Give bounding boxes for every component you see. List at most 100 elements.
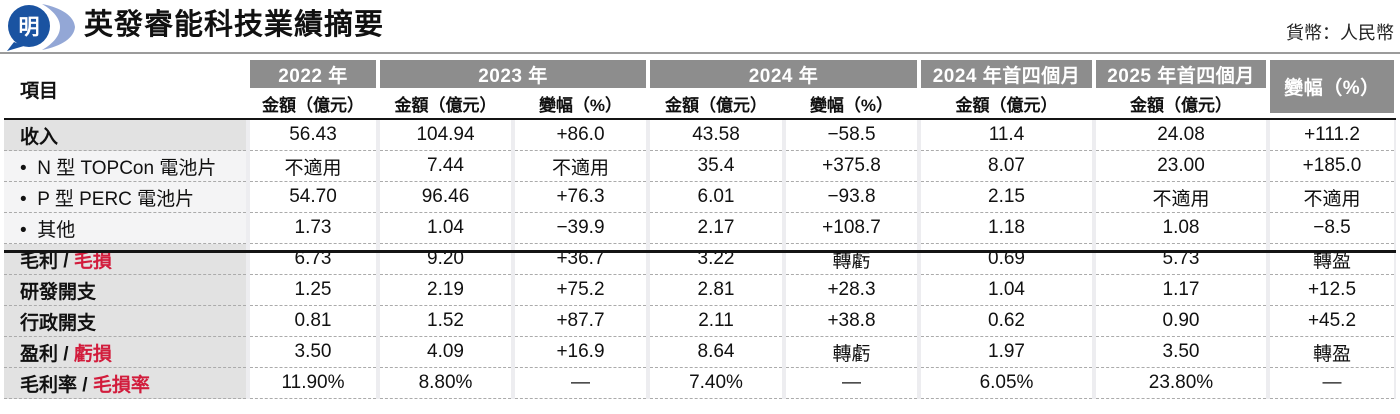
col-group-2024: 2024 年: [650, 60, 917, 88]
cell-value: 6.05%: [921, 368, 1092, 399]
cell-value: −58.5: [786, 120, 917, 151]
cell-value: +185.0: [1270, 151, 1394, 182]
table-row: 盈利 / 虧損 3.50 4.09 +16.9 8.64 轉虧 1.97 3.50 轉盈: [4, 337, 1396, 368]
cell-value: 2.17: [650, 213, 782, 244]
cell-value: 2.15: [921, 182, 1092, 213]
cell-value: —: [1270, 368, 1394, 399]
logo-glyph: 明: [19, 16, 40, 39]
cell-value: 1.73: [250, 213, 376, 244]
cell-value: 23.80%: [1096, 368, 1266, 399]
cell-value: 1.04: [921, 275, 1092, 306]
cell-value: 7.44: [380, 151, 511, 182]
row-label-part: • N 型 TOPCon 電池片: [20, 157, 217, 179]
cell-value: +38.8: [786, 306, 917, 337]
cell-value: 54.70: [250, 182, 376, 213]
cell-value: 6.73: [250, 244, 376, 275]
cell-value: +45.2: [1270, 306, 1394, 337]
row-label: • N 型 TOPCon 電池片: [4, 151, 246, 182]
row-label: 毛利 / 毛損: [4, 244, 246, 275]
cell-value: +75.2: [515, 275, 646, 306]
cell-value: 96.46: [380, 182, 511, 213]
cell-value: 6.01: [650, 182, 782, 213]
col-group-2025-first4m: 2025 年首四個月: [1096, 60, 1266, 88]
cell-value: 1.04: [380, 213, 511, 244]
row-label-part: • P 型 PERC 電池片: [20, 188, 195, 210]
cell-value: 1.17: [1096, 275, 1266, 306]
cell-value: +86.0: [515, 120, 646, 151]
row-label-part: 行政開支: [20, 312, 97, 334]
cell-value: 不適用: [515, 151, 646, 182]
table-body: 收入 56.43 104.94 +86.0 43.58 −58.5 11.4 24.08 +11…: [4, 118, 1396, 399]
row-label-part: 毛損: [73, 250, 112, 272]
table-row: 毛利率 / 毛損率 11.90% 8.80% —7.40% —6.05% 23.80% —: [4, 368, 1396, 399]
subheader-change-2023: 變幅（%）: [538, 95, 623, 115]
cell-value: 0.90: [1096, 306, 1266, 337]
header-bar: 明 英發睿能科技業績摘要 貨幣：人民幣: [0, 0, 1400, 52]
section-divider: [4, 250, 1396, 253]
cell-value: 2.81: [650, 275, 782, 306]
cell-value: —: [786, 368, 917, 399]
cell-value: 104.94: [380, 120, 511, 151]
cell-value: 43.58: [650, 120, 782, 151]
cell-value: 35.4: [650, 151, 782, 182]
cell-value: −39.9: [515, 213, 646, 244]
cell-value: 轉盈: [1270, 337, 1394, 368]
cell-value: +12.5: [1270, 275, 1394, 306]
cell-value: 不適用: [1270, 182, 1394, 213]
table-row: • N 型 TOPCon 電池片 不適用 7.44 不適用 35.4 +375.8 8.07…: [4, 151, 1396, 182]
row-label-part: 盈利 /: [20, 343, 74, 365]
cell-value: 3.50: [250, 337, 376, 368]
cell-value: 8.07: [921, 151, 1092, 182]
cell-value: 11.4: [921, 120, 1092, 151]
table-row: • P 型 PERC 電池片 54.70 96.46 +76.3 6.01 −93.8 2.…: [4, 182, 1396, 213]
cell-value: 1.08: [1096, 213, 1266, 244]
cell-value: 2.11: [650, 306, 782, 337]
cell-value: +16.9: [515, 337, 646, 368]
title-divider: [0, 52, 1400, 54]
cell-value: 不適用: [1096, 182, 1266, 213]
cell-value: 8.64: [650, 337, 782, 368]
cell-value: 0.81: [250, 306, 376, 337]
cell-value: +87.7: [515, 306, 646, 337]
cell-value: 4.09: [380, 337, 511, 368]
cell-value: 11.90%: [250, 368, 376, 399]
cell-value: 3.50: [1096, 337, 1266, 368]
cell-value: −8.5: [1270, 213, 1394, 244]
row-label: 研發開支: [4, 275, 246, 306]
subheader-amount-2024-first4m: 金額（億元）: [955, 95, 1058, 115]
page-title: 英發睿能科技業績摘要: [84, 9, 385, 41]
row-label: 盈利 / 虧損: [4, 337, 246, 368]
row-label-part: 研發開支: [20, 281, 97, 303]
cell-value: 5.73: [1096, 244, 1266, 275]
cell-value: +28.3: [786, 275, 917, 306]
item-column-header: 項目: [20, 80, 59, 102]
cell-value: —: [515, 368, 646, 399]
row-label-part: 毛損率: [92, 374, 150, 396]
cell-value: 7.40%: [650, 368, 782, 399]
col-group-2023: 2023 年: [380, 60, 646, 88]
table-row: 行政開支 0.81 1.52 +87.7 2.11 +38.8 0.62 0.90 +45.2: [4, 306, 1396, 337]
cell-value: +36.7: [515, 244, 646, 275]
col-group-2022: 2022 年: [250, 60, 376, 88]
cell-value: 23.00: [1096, 151, 1266, 182]
row-label: 行政開支: [4, 306, 246, 337]
row-label-part: 毛利 /: [20, 250, 74, 272]
cell-value: 0.69: [921, 244, 1092, 275]
row-label-part: 虧損: [73, 343, 112, 365]
table-row: 研發開支 1.25 2.19 +75.2 2.81 +28.3 1.04 1.17 +12.5: [4, 275, 1396, 306]
row-label-part: 收入: [20, 126, 59, 148]
table-row: 收入 56.43 104.94 +86.0 43.58 −58.5 11.4 24.08 +11…: [4, 120, 1396, 151]
cell-value: 56.43: [250, 120, 376, 151]
col-group-change: 變幅（%）: [1270, 60, 1394, 113]
cell-value: +111.2: [1270, 120, 1394, 151]
currency-note: 貨幣：人民幣: [1286, 23, 1394, 43]
row-label: • P 型 PERC 電池片: [4, 182, 246, 213]
cell-value: 不適用: [250, 151, 376, 182]
subheader-amount-2024: 金額（億元）: [665, 95, 767, 115]
cell-value: +375.8: [786, 151, 917, 182]
table-header: 項目 2022 年 2023 年 2024 年 2024 年首四個月 2025 …: [4, 60, 1396, 118]
table-row: 毛利 / 毛損 6.73 9.20 +36.7 3.22 轉虧 0.69 5.73 轉盈: [4, 244, 1396, 275]
subheader-change-2024: 變幅（%）: [809, 95, 894, 115]
col-group-2024-first4m: 2024 年首四個月: [921, 60, 1092, 88]
